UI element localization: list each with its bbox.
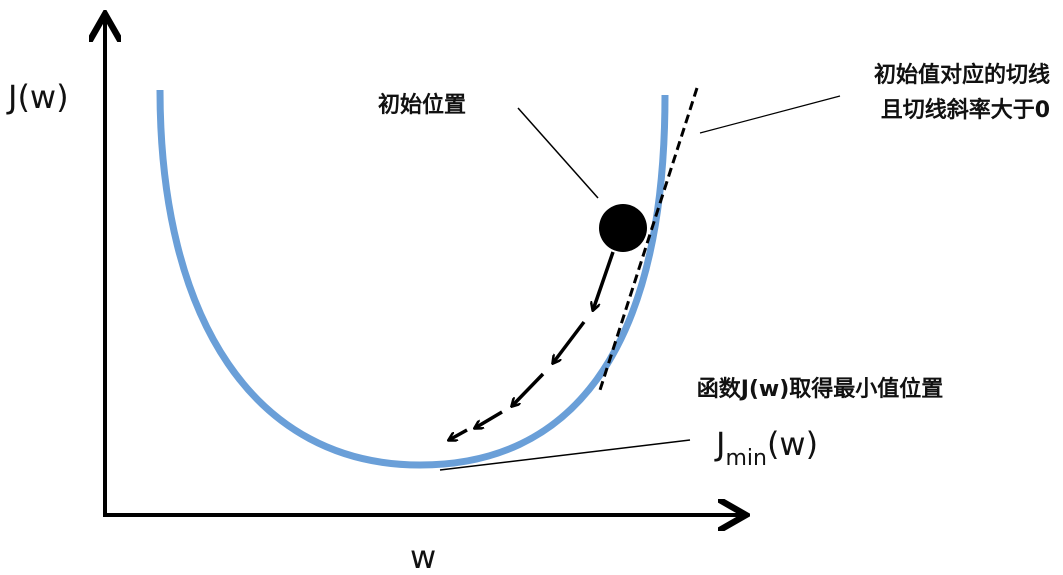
jmin-base: J [714, 425, 725, 463]
x-axis-label: w [410, 538, 436, 575]
arrow [593, 251, 615, 310]
y-axis-label: J(w) [6, 78, 69, 116]
leader-line [699, 95, 841, 134]
tangent-line [598, 87, 699, 391]
arrow [512, 372, 545, 406]
start-label: 初始位置 [378, 92, 466, 118]
cost-curve [156, 89, 669, 469]
arrow [553, 320, 586, 363]
jmin-label: Jmin(w) [714, 425, 818, 471]
jmin-sub: min [725, 446, 767, 471]
leader-line [517, 107, 599, 199]
descent-arrows [449, 251, 615, 440]
arrow [475, 410, 503, 428]
jmin-tail: (w) [767, 425, 818, 463]
start-point [599, 204, 647, 252]
leader-line [439, 439, 691, 471]
tangent-label: 且切线斜率大于0 [881, 97, 1050, 123]
minimum-label: 函数J(w)取得最小值位置 [697, 376, 944, 402]
tangent-label: 初始值对应的切线 [874, 62, 1050, 88]
arrow [449, 428, 468, 440]
